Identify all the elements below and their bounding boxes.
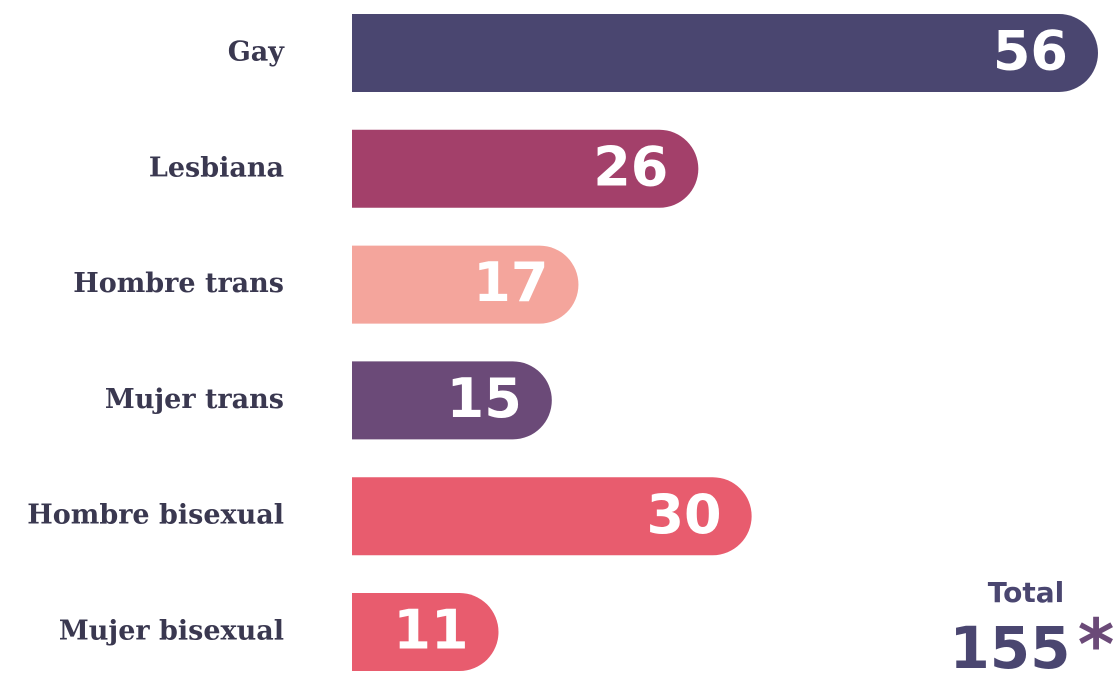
category-label: Gay [228,37,286,68]
total-marker: * [1078,604,1115,675]
total-value: 155 [949,614,1070,675]
bar [352,129,699,208]
bar [352,477,752,556]
value-label: 17 [473,251,548,314]
bar [352,245,579,324]
total-label: Total [988,576,1065,609]
category-label: Hombre bisexual [27,500,284,531]
value-label: 15 [447,367,522,430]
value-label: 56 [993,20,1068,83]
bar [352,14,1098,92]
bar [352,361,552,440]
value-label: 26 [593,135,668,198]
value-label: 30 [646,483,721,546]
category-label: Mujer trans [105,384,284,415]
category-label: Lesbiana [149,152,284,183]
value-label: 11 [393,599,468,662]
category-label: Mujer bisexual [59,616,284,647]
bar [352,593,499,671]
category-label: Hombre trans [73,268,284,299]
